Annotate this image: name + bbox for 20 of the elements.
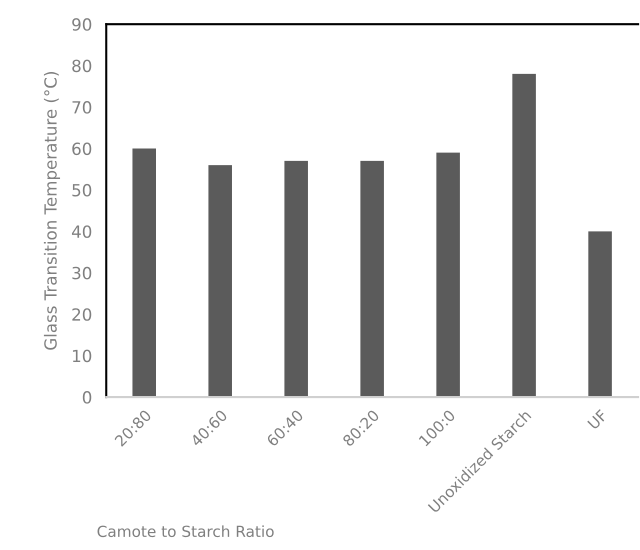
y-tick-label: 80 <box>72 60 92 72</box>
y-tick-label: 90 <box>72 18 92 31</box>
bar <box>284 160 308 398</box>
y-tick-label: 10 <box>72 350 92 362</box>
y-tick-label: 50 <box>72 184 92 196</box>
y-tick-label: 40 <box>72 225 92 238</box>
x-axis-title: Camote to Starch Ratio <box>98 525 274 538</box>
y-tick-label: 30 <box>72 266 92 280</box>
y-tick-label: 0 <box>82 391 92 404</box>
y-tick-label: 70 <box>72 101 92 114</box>
bar <box>360 160 384 398</box>
x-tick-label: UF <box>587 409 608 430</box>
bar <box>208 165 232 398</box>
bar <box>436 152 460 398</box>
y-tick-label: 60 <box>72 142 92 156</box>
bar <box>512 74 536 398</box>
y-tick-label: 20 <box>72 308 92 321</box>
y-axis-title: Glass Transition Temperature (°C) <box>44 72 60 350</box>
bar <box>588 231 612 398</box>
bar <box>132 148 156 398</box>
